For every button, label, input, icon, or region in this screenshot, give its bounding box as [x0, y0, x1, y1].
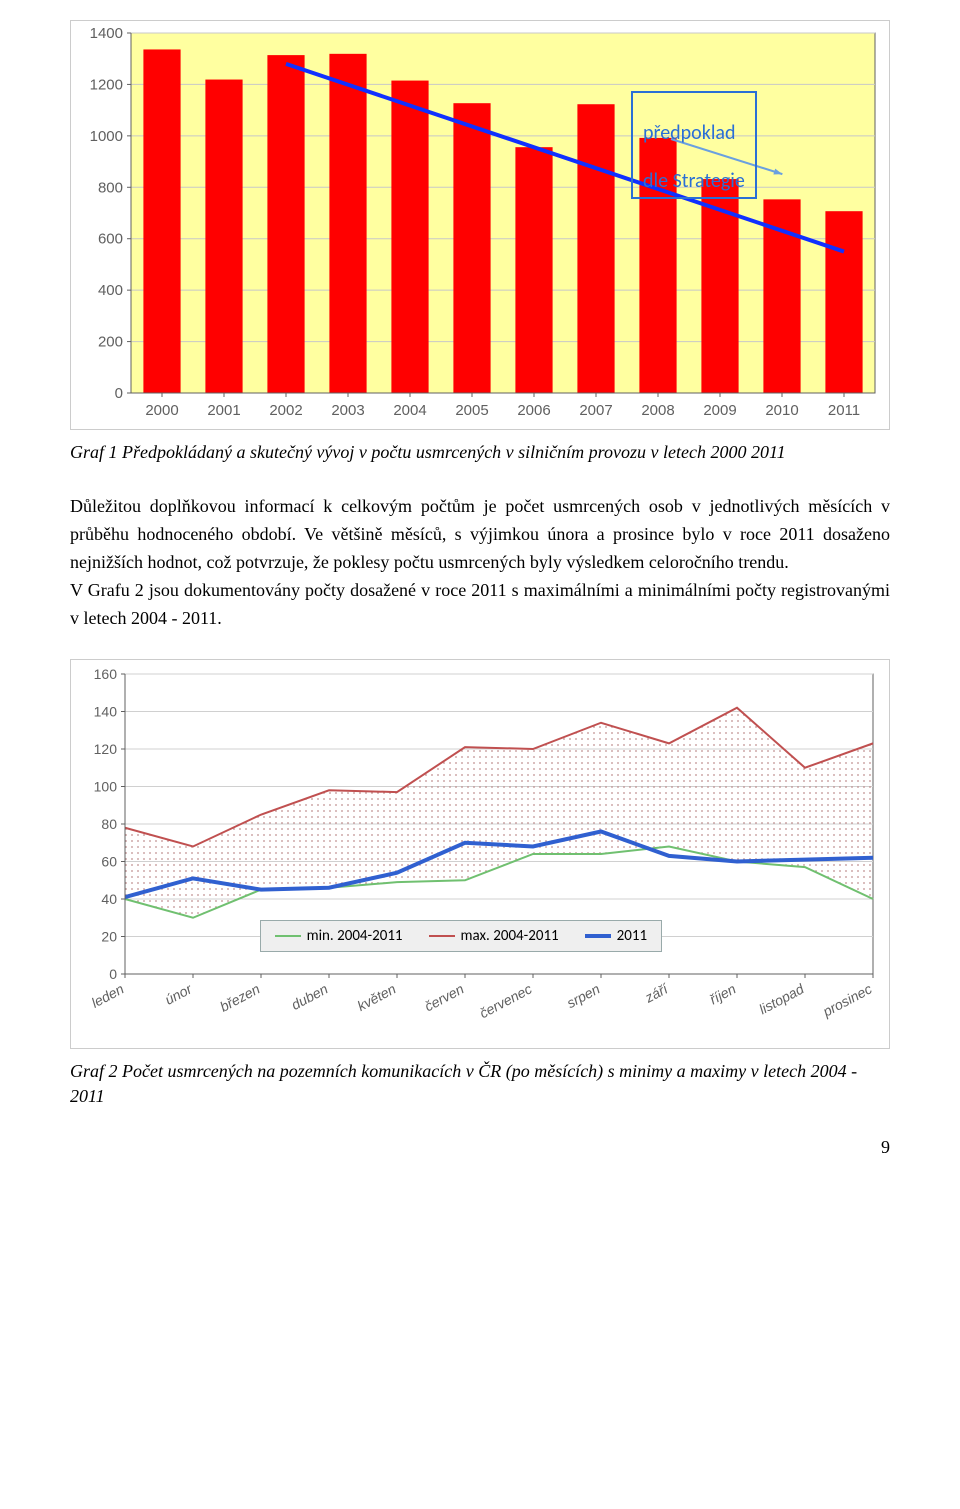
svg-text:1000: 1000	[90, 128, 123, 145]
chart-1: 0 200 400 600 800 1000 1200 1400 2000 2001 2002 200…	[70, 20, 890, 430]
svg-text:září: září	[641, 979, 672, 1006]
svg-text:1200: 1200	[90, 76, 123, 93]
svg-text:20: 20	[101, 928, 117, 944]
chart-2: 0 20 40 60 80 100 120 140 160 leden únor březen dube…	[70, 659, 890, 1049]
body-paragraph: Důležitou doplňkovou informací k celkový…	[70, 493, 890, 632]
svg-text:80: 80	[101, 816, 117, 832]
svg-text:100: 100	[94, 778, 118, 794]
svg-text:160: 160	[94, 666, 118, 682]
chart2-legend: min. 2004-2011 max. 2004-2011 2011	[260, 920, 662, 952]
svg-text:140: 140	[94, 703, 118, 719]
annotation-line2: dle Strategie	[643, 169, 745, 193]
svg-text:2010: 2010	[765, 402, 798, 419]
svg-text:prosinec: prosinec	[819, 980, 874, 1019]
svg-text:červen: červen	[422, 980, 467, 1014]
svg-text:březen: březen	[217, 980, 262, 1014]
svg-text:200: 200	[98, 334, 123, 351]
svg-text:2008: 2008	[641, 402, 674, 419]
svg-text:2009: 2009	[703, 402, 736, 419]
svg-text:800: 800	[98, 179, 123, 196]
svg-text:2003: 2003	[331, 402, 364, 419]
line-chart-svg: 0 20 40 60 80 100 120 140 160 leden únor březen dube…	[71, 660, 889, 1048]
trend-annotation-box: předpoklad dle Strategie	[631, 91, 757, 199]
svg-text:1400: 1400	[90, 25, 123, 42]
svg-text:2005: 2005	[455, 402, 488, 419]
svg-text:120: 120	[94, 741, 118, 757]
svg-text:2006: 2006	[517, 402, 550, 419]
svg-text:květen: květen	[354, 980, 398, 1014]
svg-text:600: 600	[98, 231, 123, 248]
legend-item: min. 2004-2011	[275, 927, 403, 945]
annotation-line1: předpoklad	[643, 121, 736, 145]
svg-text:srpen: srpen	[564, 980, 603, 1011]
svg-text:2000: 2000	[145, 402, 178, 419]
svg-text:červenec: červenec	[477, 980, 535, 1021]
svg-text:0: 0	[115, 385, 123, 402]
chart1-caption: Graf 1 Předpokládaný a skutečný vývoj v …	[70, 440, 890, 465]
svg-text:2001: 2001	[207, 402, 240, 419]
svg-text:2002: 2002	[269, 402, 302, 419]
svg-text:2011: 2011	[828, 402, 860, 419]
svg-text:2007: 2007	[579, 402, 612, 419]
svg-text:0: 0	[109, 966, 117, 982]
svg-text:400: 400	[98, 282, 123, 299]
legend-item: max. 2004-2011	[429, 927, 559, 945]
svg-text:2004: 2004	[393, 402, 426, 419]
legend-item: 2011	[585, 927, 647, 945]
svg-text:leden: leden	[89, 980, 127, 1010]
svg-text:40: 40	[101, 891, 117, 907]
page-number: 9	[70, 1137, 890, 1158]
svg-text:říjen: říjen	[707, 980, 739, 1007]
bar-chart-svg: 0 200 400 600 800 1000 1200 1400 2000 2001 2002 200…	[71, 21, 889, 429]
svg-text:únor: únor	[162, 980, 195, 1008]
svg-text:listopad: listopad	[756, 980, 807, 1017]
svg-text:60: 60	[101, 853, 117, 869]
chart2-caption: Graf 2 Počet usmrcených na pozemních kom…	[70, 1059, 890, 1109]
svg-text:duben: duben	[289, 980, 331, 1013]
